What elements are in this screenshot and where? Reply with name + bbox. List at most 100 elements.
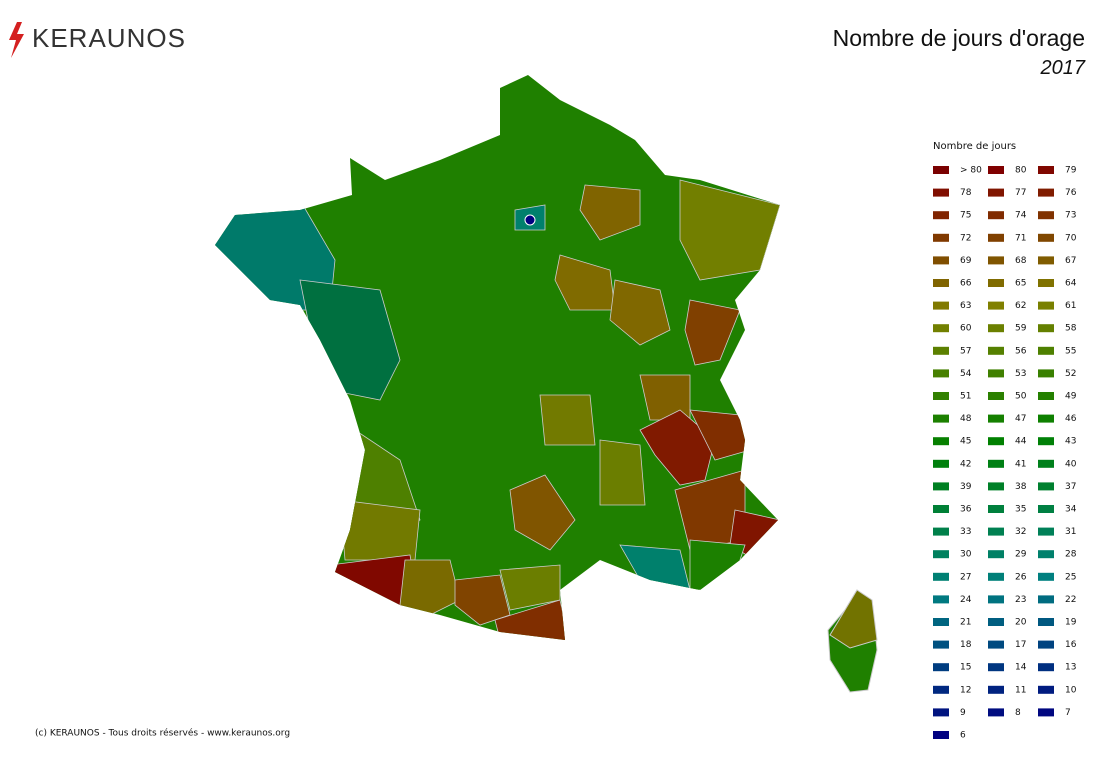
legend-swatch: [988, 550, 1004, 559]
legend-swatch: [1038, 369, 1054, 378]
legend-swatch: [933, 166, 949, 174]
legend-label: 56: [1015, 346, 1027, 356]
legend-swatch: [988, 346, 1004, 355]
legend-swatch: [933, 279, 949, 287]
legend-swatch: [1038, 166, 1054, 174]
legend-swatch: [988, 279, 1004, 287]
legend-label: 12: [960, 685, 971, 695]
legend-swatch: [988, 392, 1004, 400]
legend-swatch: [933, 188, 949, 197]
corsica: [829, 589, 878, 649]
legend-swatch: [988, 414, 1004, 423]
legend-swatch: [1038, 640, 1054, 649]
legend-label: 71: [1015, 233, 1026, 243]
region: [579, 184, 641, 241]
legend-swatch: [1038, 685, 1054, 694]
region: [684, 299, 741, 366]
legend-swatch: [988, 301, 1004, 310]
legend-label: 7: [1065, 708, 1071, 718]
legend-swatch: [988, 256, 1004, 265]
legend-label: 51: [960, 392, 971, 402]
legend-swatch: [1038, 301, 1054, 310]
legend-label: 46: [1065, 414, 1077, 424]
legend-label: 72: [960, 233, 971, 243]
legend-label: 79: [1065, 166, 1077, 176]
legend-label: 40: [1065, 459, 1077, 469]
region: [679, 179, 780, 281]
legend-label: 80: [1015, 166, 1027, 176]
legend-swatch: [988, 505, 1004, 513]
legend-label: 47: [1015, 414, 1026, 424]
legend-label: 25: [1065, 572, 1076, 582]
region: [609, 279, 671, 346]
legend-label: 39: [960, 482, 972, 492]
legend-swatch: [933, 618, 949, 626]
legend-swatch: [1038, 211, 1054, 220]
legend-label: 73: [1065, 211, 1076, 221]
logo-text: KERAUNOS: [32, 23, 186, 53]
legend-label: 48: [960, 414, 972, 424]
legend-label: 64: [1065, 279, 1077, 289]
legend-label: 68: [1015, 256, 1027, 266]
legend-label: 6: [960, 731, 966, 741]
legend-swatch: [988, 663, 1004, 672]
legend-swatch: [1038, 505, 1054, 513]
legend-swatch: [1038, 392, 1054, 400]
legend-swatch: [1038, 663, 1054, 672]
legend-label: 62: [1015, 301, 1026, 311]
legend-swatch: [988, 324, 1004, 333]
legend-swatch: [933, 211, 949, 220]
legend-label: 60: [960, 324, 972, 334]
legend-label: 58: [1065, 324, 1077, 334]
legend-swatch: [933, 685, 949, 694]
legend-label: 8: [1015, 708, 1021, 718]
legend-label: 70: [1065, 233, 1077, 243]
legend-label: 32: [1015, 527, 1026, 537]
legend-swatch: [933, 437, 949, 446]
legend-label: 16: [1065, 640, 1077, 650]
legend-swatch: [1038, 482, 1054, 491]
legend-swatch: [933, 301, 949, 310]
legend-label: 29: [1015, 550, 1027, 560]
legend-swatch: [1038, 708, 1054, 717]
legend-swatch: [1038, 618, 1054, 626]
legend-label: 36: [960, 505, 972, 515]
logo-icon: [9, 22, 24, 58]
legend-swatch: [1038, 414, 1054, 423]
legend-swatch: [988, 369, 1004, 378]
legend-label: 11: [1015, 685, 1026, 695]
legend-swatch: [933, 505, 949, 513]
legend-label: 14: [1015, 663, 1027, 673]
legend-swatch: [933, 392, 949, 400]
legend-label: 78: [960, 188, 972, 198]
legend-swatch: [933, 572, 949, 581]
legend-swatch: [988, 211, 1004, 220]
legend-label: > 80: [960, 166, 982, 176]
legend-label: 43: [1065, 437, 1076, 447]
region: [509, 474, 576, 551]
legend-label: 75: [960, 211, 971, 221]
legend-label: 66: [960, 279, 972, 289]
legend-label: 76: [1065, 188, 1077, 198]
legend-label: 69: [960, 256, 972, 266]
legend-label: 49: [1065, 392, 1077, 402]
subtitle: 2017: [1040, 57, 1086, 79]
legend-swatch: [1038, 527, 1054, 536]
legend-swatch: [988, 640, 1004, 649]
region: [399, 559, 461, 621]
legend-swatch: [988, 233, 1004, 242]
legend-swatch: [1038, 346, 1054, 355]
legend-label: 67: [1065, 256, 1076, 266]
legend-label: 23: [1015, 595, 1026, 605]
region: [524, 214, 536, 226]
legend-swatch: [933, 527, 949, 536]
legend-label: 17: [1015, 640, 1026, 650]
legend-swatch: [1038, 437, 1054, 446]
legend-label: 45: [960, 437, 971, 447]
legend-label: 44: [1015, 437, 1027, 447]
legend-label: 55: [1065, 346, 1076, 356]
legend-label: 35: [1015, 505, 1026, 515]
legend-label: 21: [960, 618, 971, 628]
legend-swatch: [933, 369, 949, 378]
